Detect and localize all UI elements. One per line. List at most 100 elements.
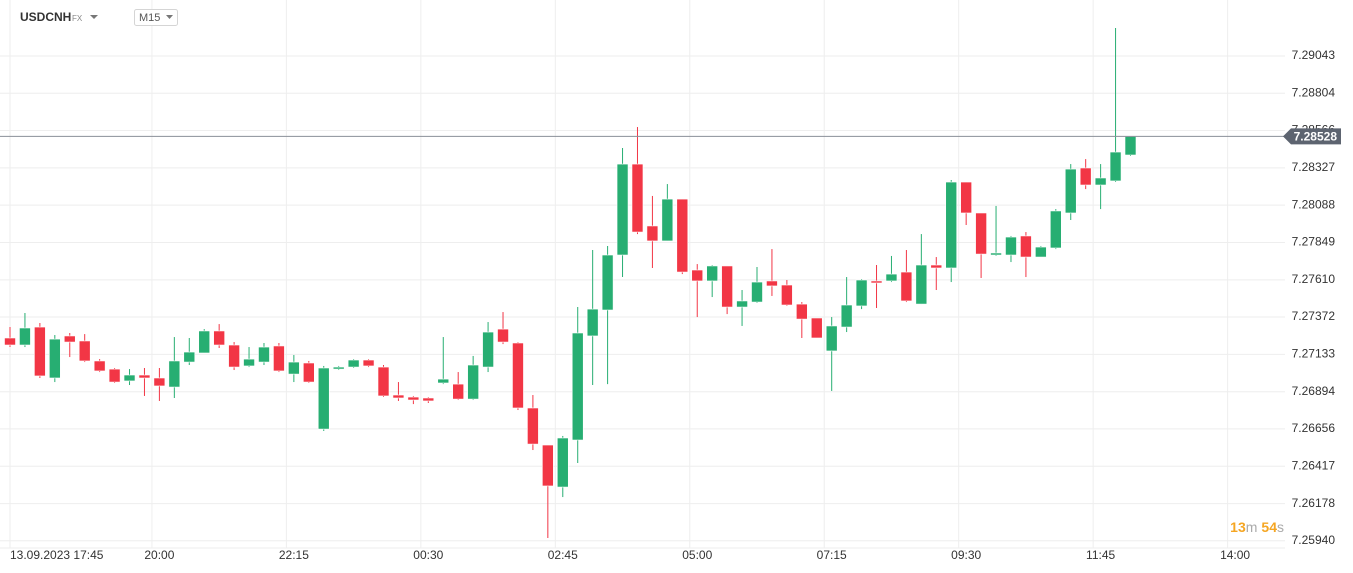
candle-body [123,374,136,382]
candle-body [945,181,958,269]
candle-body [870,280,883,284]
candle-body [4,337,16,346]
x-tick-label: 22:15 [279,548,309,562]
candle-body [781,284,793,306]
candle-body [601,254,614,311]
candle-body [78,340,91,362]
candle-body [183,351,196,363]
interval[interactable]: M15 [139,12,160,24]
candles [4,27,1137,538]
y-tick-label: 7.27610 [1292,272,1336,286]
candle-body [332,366,345,370]
candle-body [198,330,211,354]
candle-body [302,362,315,383]
candle-body [616,163,629,256]
y-tick-label: 7.26178 [1292,496,1336,510]
candle-body [840,304,853,328]
countdown-sec: 54 [1261,519,1277,535]
candle-body [108,368,121,383]
candle-body [258,346,270,363]
candle-body [676,198,689,273]
y-tick-label: 7.26417 [1292,458,1336,472]
symbol[interactable]: USDCNH [20,10,71,24]
candle-body [885,273,898,282]
candle-body [1020,235,1032,258]
candle-body [586,308,599,337]
candle-body [19,327,31,346]
candle-body [1005,236,1017,256]
candle-body [153,377,166,387]
y-tick-label: 7.27372 [1292,309,1336,323]
candle-body [482,331,494,368]
candle-body [796,303,808,320]
candle-body [63,335,76,343]
candle-body [1124,136,1137,156]
candle-body [1064,168,1077,214]
candle-body [542,444,554,487]
candle-body [362,359,375,367]
y-tick-label: 7.26656 [1292,421,1336,435]
x-tick-label: 02:45 [548,548,578,562]
y-tick-label: 7.28804 [1292,85,1336,99]
candle-body [556,437,569,488]
last-price-tag [1283,128,1341,145]
candle-body [34,326,46,377]
candle-body [646,225,659,242]
y-tick-label: 7.27133 [1292,347,1336,361]
candle-body [975,212,987,255]
market: FX [72,14,83,23]
countdown-unit: s [1277,519,1284,535]
candle-body [407,396,420,401]
interval-dropdown[interactable] [166,15,173,19]
candle-body [347,359,360,368]
candle-body [168,360,181,388]
candle-body [751,281,763,303]
candle-body [706,265,718,282]
candle-body [915,264,928,305]
candle-body [49,338,61,379]
y-tick-label: 7.25940 [1292,533,1336,547]
grid-layer: 7.290437.288047.285667.283277.280887.278… [0,0,1335,562]
y-tick-label: 7.28088 [1292,197,1336,211]
candle-body [288,361,300,375]
candle-body [467,364,479,400]
y-tick-label: 7.27849 [1292,235,1336,249]
candle-body [1035,246,1047,258]
x-tick-label: 14:00 [1220,548,1250,562]
candle-body [721,265,733,308]
candle-body [213,330,225,346]
y-tick-label: 7.28327 [1292,160,1336,174]
candle-body [452,383,465,400]
x-tick-label: 07:15 [817,548,847,562]
candle-body [138,374,151,379]
candle-body [422,397,435,402]
candle-body [392,394,405,399]
candle-body [855,279,868,307]
candle-body [527,407,539,445]
candle-body [1109,151,1122,182]
candle-body [990,252,1002,256]
candle-body [631,163,644,233]
y-tick-label: 7.29043 [1292,48,1336,62]
candle-body [900,271,913,302]
x-tick-label: 13.09.2023 17:45 [10,548,104,562]
candle-body [93,360,106,372]
candle-body [661,198,674,242]
candle-body [243,358,255,367]
candle-body [437,378,450,384]
symbol-dropdown[interactable] [90,15,98,19]
candle-body [960,181,972,214]
x-tick-label: 11:45 [1086,548,1115,562]
countdown-unit: m [1246,519,1258,535]
candle-body [825,325,838,352]
last-price-label: 7.28528 [1294,130,1338,144]
candle-body [571,332,584,441]
candle-body [228,344,240,368]
candle-body [736,300,748,308]
overlay: 7.28528 [0,128,1341,145]
interval-box[interactable] [134,9,178,26]
candle-body [930,264,943,269]
countdown-min: 13 [1230,519,1246,535]
x-tick-label: 05:00 [682,548,712,562]
